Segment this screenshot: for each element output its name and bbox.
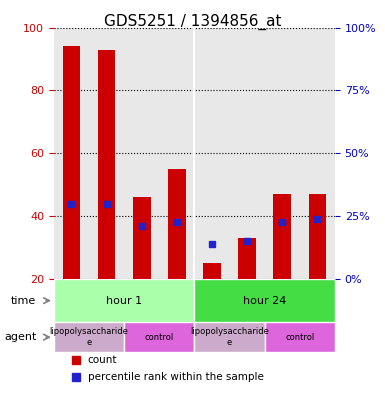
Text: time: time xyxy=(11,296,36,306)
FancyBboxPatch shape xyxy=(54,279,194,322)
Bar xyxy=(63,46,80,279)
FancyBboxPatch shape xyxy=(265,322,335,352)
FancyBboxPatch shape xyxy=(54,322,124,352)
Text: percentile rank within the sample: percentile rank within the sample xyxy=(88,372,263,382)
Text: control: control xyxy=(285,333,315,342)
Bar xyxy=(133,197,151,279)
FancyBboxPatch shape xyxy=(194,279,335,322)
Bar xyxy=(238,238,256,279)
Text: lipopolysaccharide
e: lipopolysaccharide e xyxy=(190,327,269,347)
Text: control: control xyxy=(145,333,174,342)
Bar xyxy=(273,194,291,279)
Text: count: count xyxy=(88,355,117,365)
FancyBboxPatch shape xyxy=(194,322,265,352)
Bar xyxy=(98,50,116,279)
Bar xyxy=(309,194,326,279)
Text: lipopolysaccharide
e: lipopolysaccharide e xyxy=(50,327,129,347)
Text: hour 24: hour 24 xyxy=(243,296,286,306)
Bar xyxy=(203,263,221,279)
Bar xyxy=(168,169,186,279)
Text: hour 1: hour 1 xyxy=(106,296,142,306)
Text: agent: agent xyxy=(4,332,36,342)
FancyBboxPatch shape xyxy=(124,322,194,352)
Text: GDS5251 / 1394856_at: GDS5251 / 1394856_at xyxy=(104,14,281,30)
